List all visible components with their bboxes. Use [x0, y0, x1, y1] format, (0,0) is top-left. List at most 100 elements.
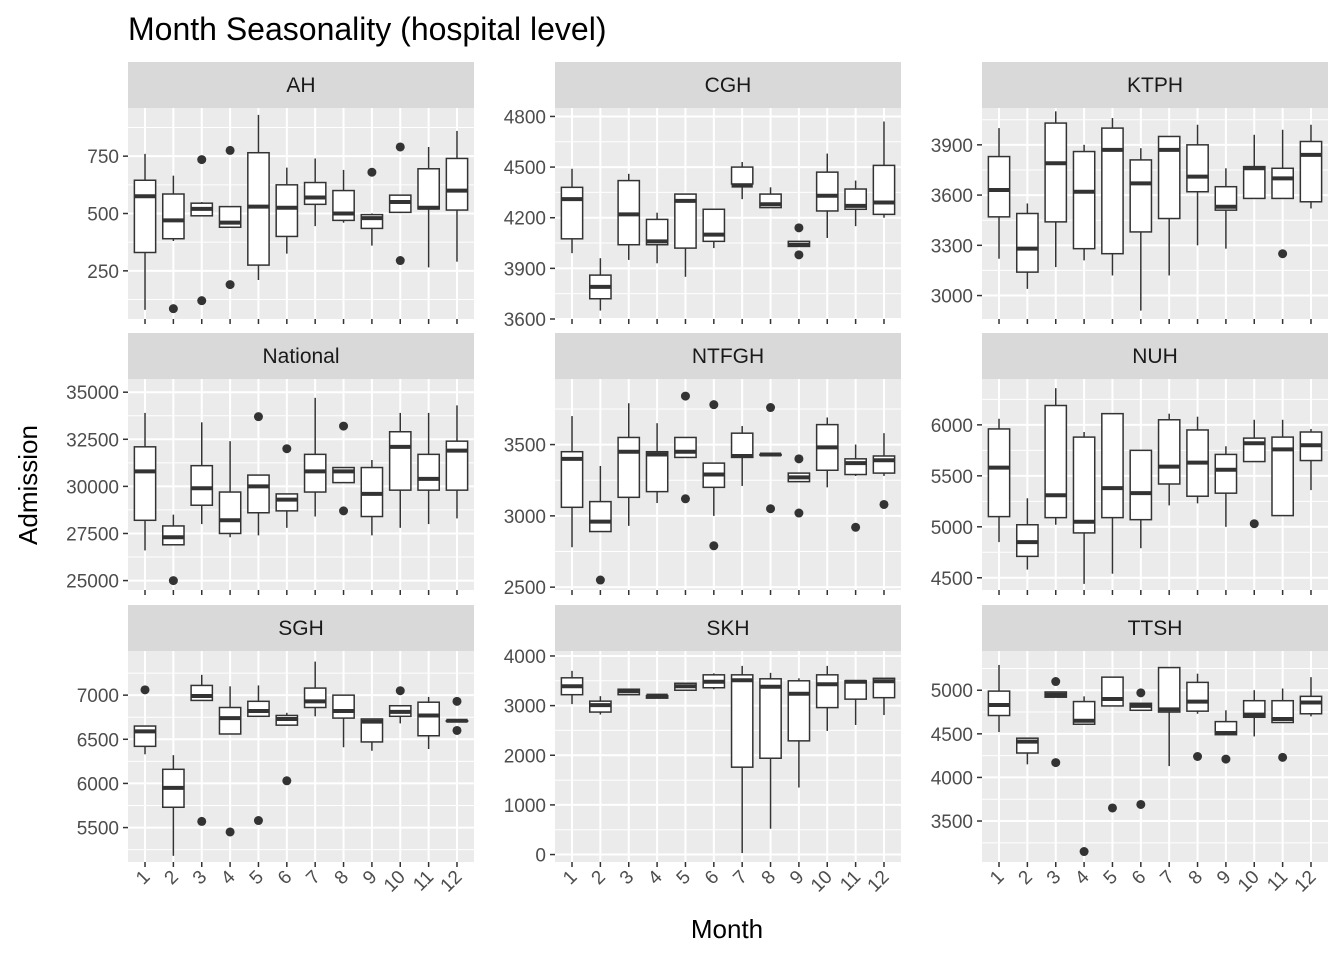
- iqr-box: [332, 189, 355, 222]
- outlier-point: [1107, 803, 1117, 813]
- iqr-box: [445, 157, 469, 211]
- box-month-6: [1129, 688, 1153, 809]
- box-month-11: [844, 679, 868, 725]
- box-month-3: [1044, 111, 1068, 268]
- x-tick-label: 7: [1156, 867, 1178, 889]
- y-tick-label: 6500: [77, 730, 119, 751]
- x-tick-label: 1: [559, 867, 581, 889]
- box-month-11: [417, 412, 441, 525]
- box-month-4: [218, 145, 242, 290]
- iqr-box: [1157, 135, 1181, 220]
- box-month-1: [987, 418, 1011, 543]
- outlier-point: [1051, 677, 1061, 687]
- iqr-box: [1072, 436, 1096, 534]
- box-month-10: [1242, 690, 1266, 737]
- box-month-7: [730, 426, 754, 486]
- facet-strip: [982, 605, 1328, 651]
- y-tick-label: 4500: [931, 725, 973, 746]
- x-tick-label: 8: [1185, 867, 1207, 889]
- iqr-box: [1101, 412, 1124, 519]
- x-tick-label: 1: [132, 867, 154, 889]
- box-month-12: [872, 677, 896, 716]
- outlier-point: [197, 296, 207, 306]
- outlier-point: [225, 280, 235, 290]
- box-month-1: [560, 416, 584, 548]
- box-month-8: [1186, 124, 1209, 246]
- box-month-4: [645, 212, 669, 264]
- iqr-box: [247, 474, 270, 514]
- box-month-12: [1299, 677, 1323, 717]
- iqr-box: [872, 164, 896, 216]
- x-tick-label: 12: [864, 867, 894, 897]
- iqr-box: [303, 181, 327, 206]
- y-tick-label: 4000: [504, 647, 546, 668]
- outlier-point: [1136, 799, 1146, 809]
- box-month-3: [617, 688, 641, 696]
- box-month-2: [161, 755, 185, 856]
- box-month-2: [588, 465, 612, 585]
- iqr-box: [1242, 165, 1266, 200]
- x-axis-title: Month: [691, 914, 763, 944]
- iqr-box: [1299, 140, 1323, 203]
- box-month-4: [218, 441, 242, 538]
- iqr-box: [445, 440, 469, 491]
- box-month-1: [133, 412, 157, 551]
- facet-strip: [128, 333, 474, 379]
- iqr-box: [645, 450, 669, 493]
- facet-strip-label: TTSH: [1128, 617, 1183, 640]
- panel-background: [555, 651, 901, 862]
- panel-background: [555, 108, 901, 319]
- box-month-6: [702, 400, 726, 551]
- box-month-5: [674, 391, 697, 504]
- iqr-box: [1072, 150, 1096, 250]
- iqr-box: [133, 446, 157, 522]
- box-month-12: [445, 405, 469, 519]
- box-month-5: [247, 685, 270, 826]
- box-month-10: [388, 412, 412, 528]
- iqr-box: [1271, 436, 1295, 517]
- iqr-box: [190, 684, 214, 702]
- y-axis-title: Admission: [13, 425, 43, 545]
- x-tick-label: 6: [274, 867, 296, 889]
- box-month-11: [844, 180, 868, 227]
- box-month-7: [730, 162, 754, 200]
- box-month-2: [161, 514, 185, 586]
- facet-strip-label: NTFGH: [692, 345, 764, 368]
- x-tick-label: 11: [1263, 867, 1292, 896]
- iqr-box: [218, 491, 242, 535]
- iqr-box: [303, 687, 327, 709]
- box-month-10: [815, 665, 839, 731]
- box-month-8: [1186, 673, 1209, 761]
- y-tick-label: 4000: [931, 768, 973, 789]
- x-tick-label: 12: [1291, 867, 1321, 897]
- y-tick-label: 32500: [66, 430, 119, 451]
- y-tick-label: 5500: [931, 467, 973, 488]
- outlier-point: [339, 506, 349, 516]
- box-month-12: [1299, 124, 1323, 209]
- iqr-box: [987, 428, 1011, 518]
- iqr-box: [674, 193, 697, 249]
- facet-national: National 25000 27500 30000 32500 35000: [66, 333, 474, 595]
- box-month-9: [1214, 710, 1238, 764]
- outlier-point: [1051, 758, 1061, 768]
- iqr-box: [275, 493, 299, 512]
- x-tick-label: 9: [359, 867, 381, 889]
- box-month-3: [1044, 677, 1068, 768]
- box-month-10: [815, 417, 839, 488]
- iqr-box: [360, 718, 384, 743]
- iqr-box: [730, 166, 754, 185]
- iqr-box: [1101, 676, 1124, 707]
- x-tick-label: 5: [246, 867, 268, 889]
- y-tick-label: 750: [87, 147, 119, 168]
- box-month-8: [759, 672, 782, 829]
- box-month-12: [872, 433, 896, 509]
- iqr-box: [588, 500, 612, 533]
- outlier-point: [680, 494, 690, 504]
- facet-ntfgh: NTFGH 2500 3000 3500: [504, 333, 901, 599]
- outlier-point: [709, 541, 719, 551]
- outlier-point: [709, 400, 719, 410]
- box-month-9: [1214, 168, 1238, 249]
- x-tick-label: 7: [302, 867, 324, 889]
- facet-nuh: NUH 4500 5000 5500 6000: [931, 333, 1328, 595]
